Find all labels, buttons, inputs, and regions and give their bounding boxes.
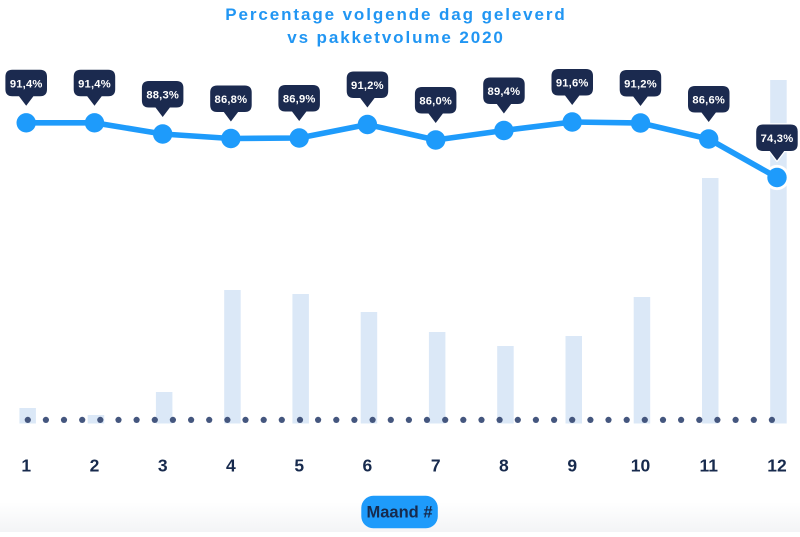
svg-text:86,8%: 86,8% [215,94,248,106]
svg-text:8: 8 [499,456,509,476]
svg-text:4: 4 [226,456,236,476]
svg-text:7: 7 [431,456,441,476]
svg-text:91,6%: 91,6% [556,78,589,90]
svg-text:91,4%: 91,4% [78,78,111,90]
svg-text:86,6%: 86,6% [692,95,725,107]
svg-text:91,2%: 91,2% [624,79,657,91]
svg-text:9: 9 [567,456,577,476]
svg-text:91,2%: 91,2% [351,80,384,92]
svg-text:89,4%: 89,4% [488,86,521,98]
svg-text:91,4%: 91,4% [10,78,43,90]
svg-text:11: 11 [699,456,718,476]
svg-text:6: 6 [363,456,373,476]
svg-text:74,3%: 74,3% [761,133,794,145]
svg-text:86,0%: 86,0% [419,96,452,108]
svg-text:10: 10 [631,456,651,476]
svg-text:Maand #: Maand # [366,504,432,522]
svg-text:1: 1 [21,456,31,476]
svg-text:88,3%: 88,3% [146,90,179,102]
svg-text:2: 2 [90,456,100,476]
svg-text:3: 3 [158,456,168,476]
svg-text:5: 5 [294,456,304,476]
svg-text:86,9%: 86,9% [283,94,316,106]
svg-text:12: 12 [767,456,787,476]
